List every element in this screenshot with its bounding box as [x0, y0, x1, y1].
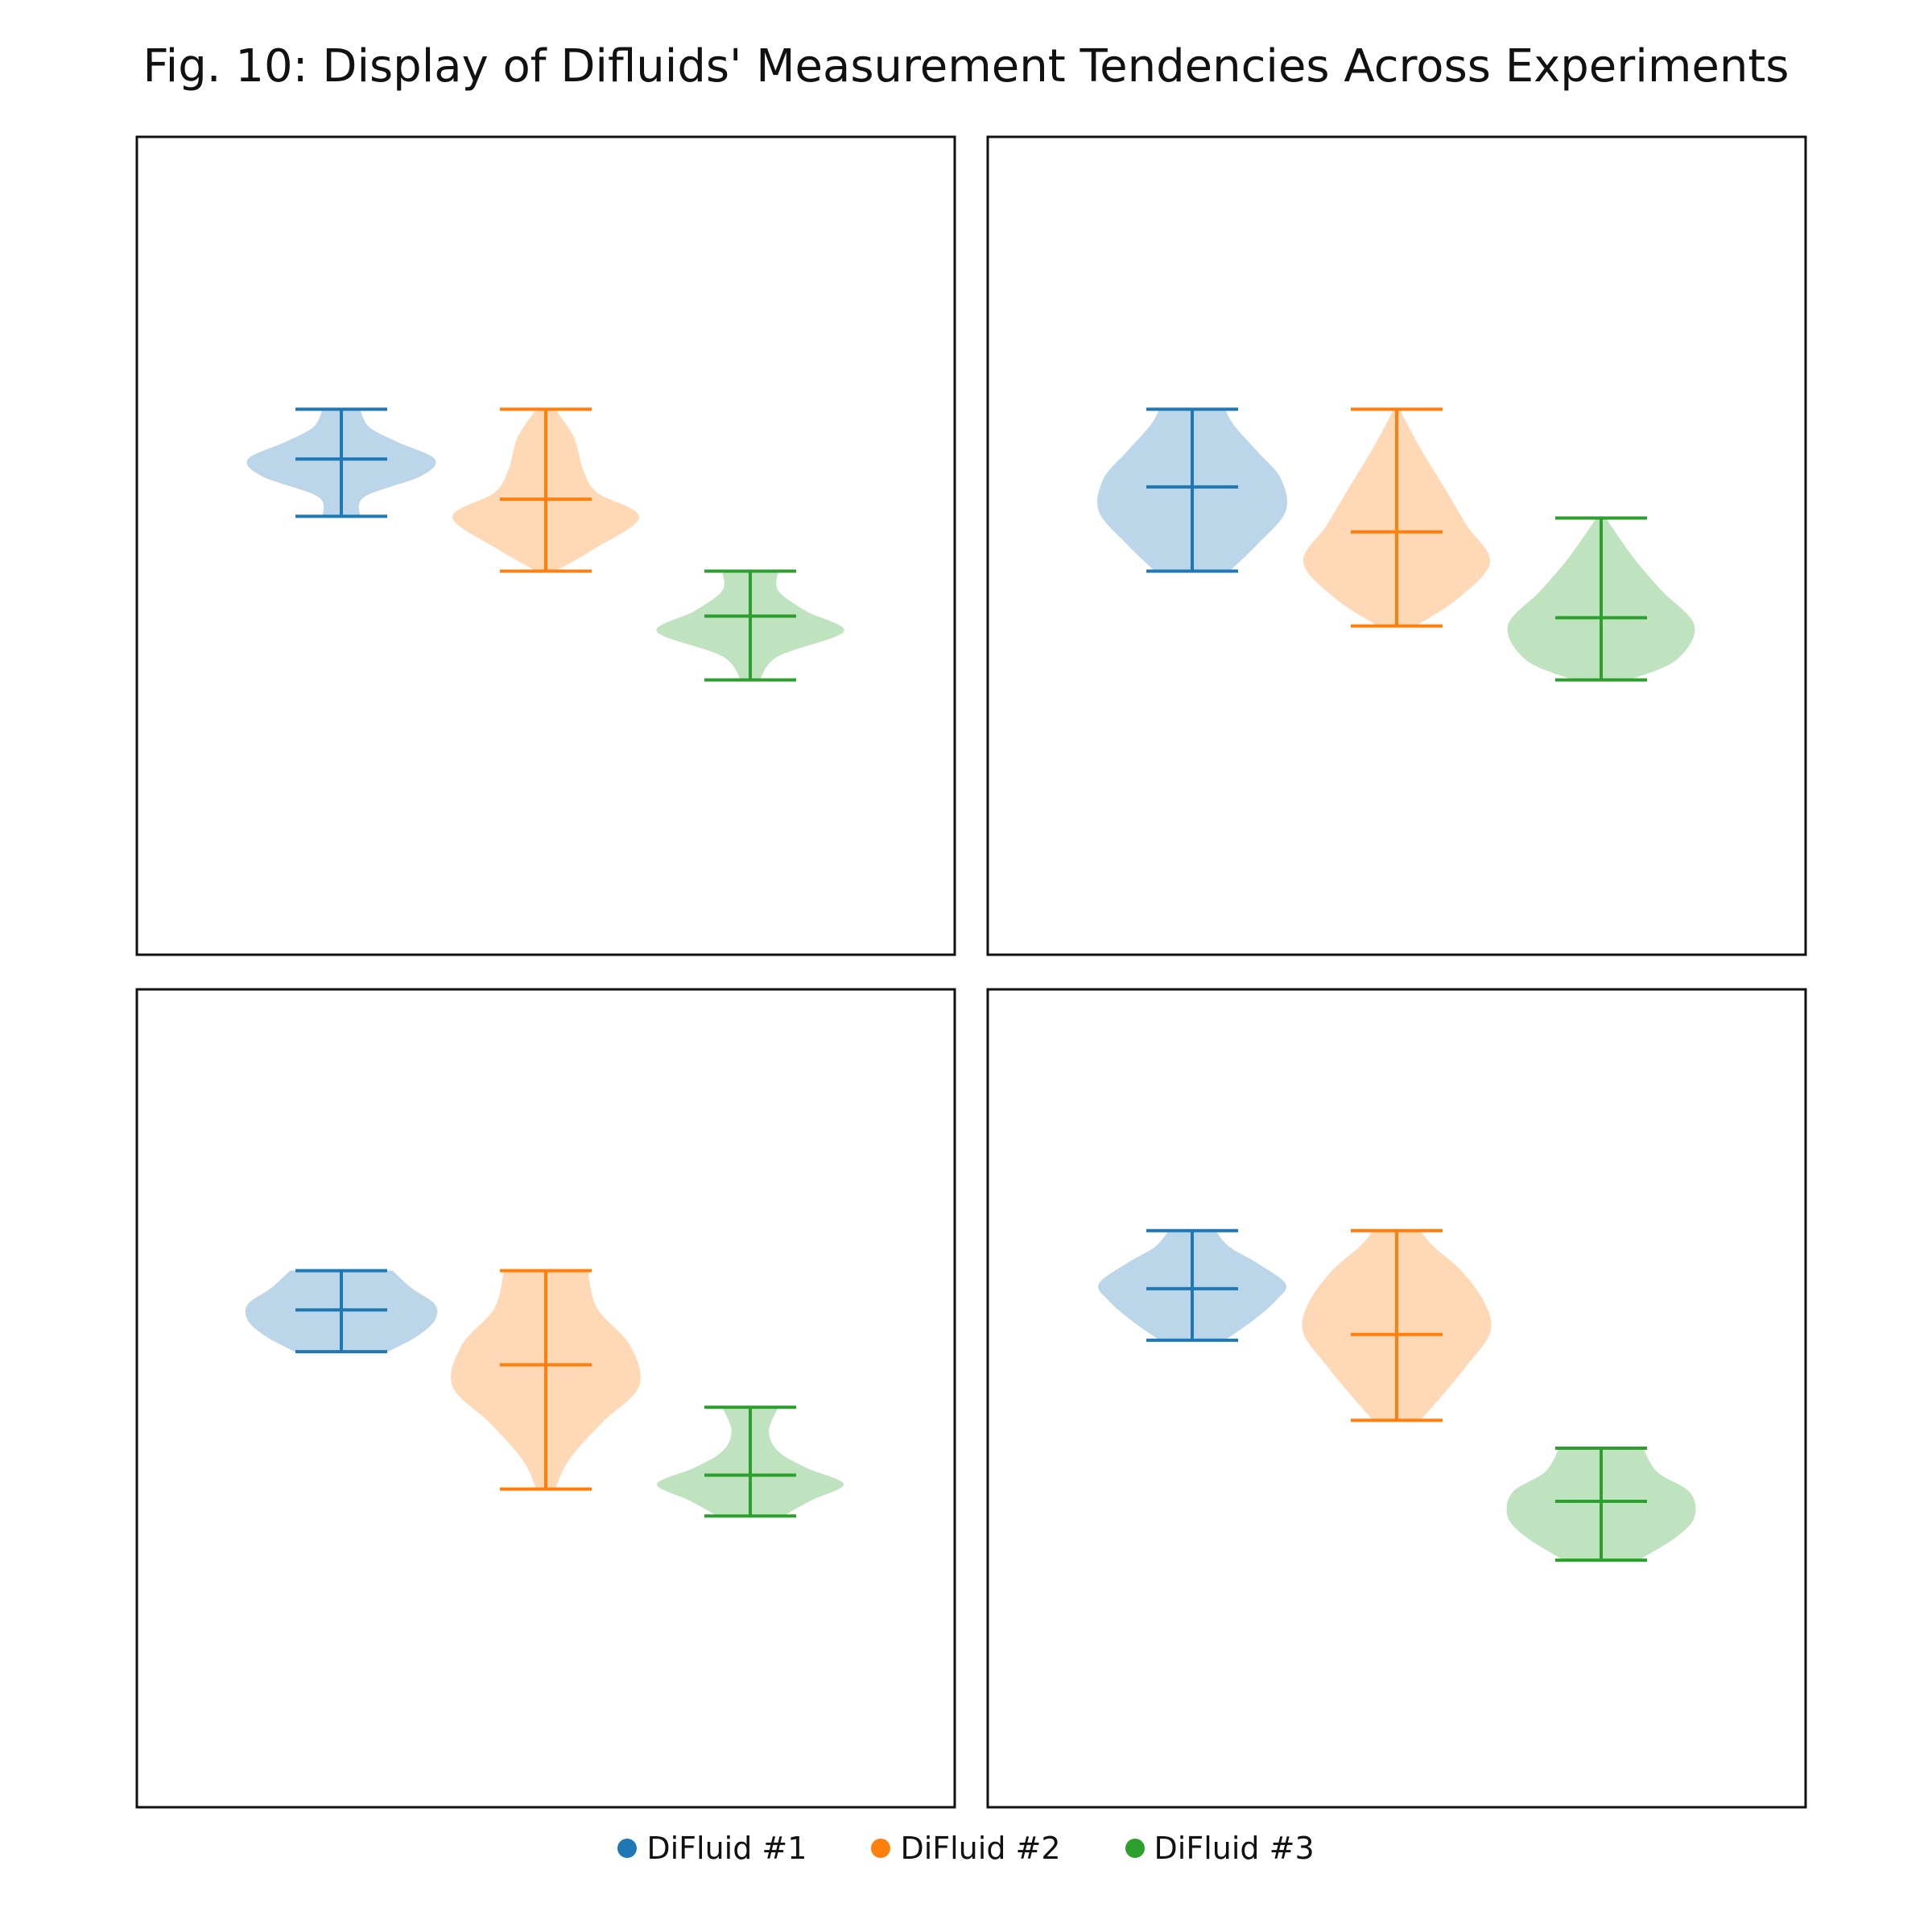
legend-marker-difluid-3	[1125, 1839, 1145, 1858]
violin-panel-2	[986, 135, 1807, 956]
legend-item-difluid-2: DiFluid #2	[871, 1831, 1061, 1866]
violin-series-1	[246, 407, 436, 518]
legend-marker-difluid-2	[871, 1839, 891, 1858]
panel-frame	[135, 988, 956, 1809]
legend-label-difluid-1: DiFluid #1	[646, 1831, 807, 1866]
legend-marker-difluid-1	[617, 1839, 638, 1858]
panel-frame	[135, 135, 956, 956]
violin-series-3	[1506, 1446, 1696, 1563]
violin-series-1	[1098, 1228, 1286, 1342]
violin-series-2	[451, 1269, 641, 1491]
violin-series-1	[1097, 407, 1287, 573]
legend-label-difluid-2: DiFluid #2	[900, 1831, 1061, 1866]
violin-panel-4	[986, 988, 1807, 1809]
violin-series-2	[1302, 407, 1491, 628]
violin-panel-3	[135, 988, 956, 1809]
violin-series-3	[656, 1406, 844, 1518]
violin-series-1	[245, 1269, 438, 1354]
legend: DiFluid #1 DiFluid #2 DiFluid #3	[0, 1831, 1932, 1866]
figure-title: Fig. 10: Display of Difluids' Measuremen…	[142, 40, 1790, 93]
violin-series-3	[656, 569, 844, 682]
violin-panel-1	[135, 135, 956, 956]
legend-item-difluid-1: DiFluid #1	[617, 1831, 807, 1866]
legend-label-difluid-3: DiFluid #3	[1154, 1831, 1315, 1866]
legend-item-difluid-3: DiFluid #3	[1125, 1831, 1315, 1866]
violin-series-3	[1507, 516, 1695, 682]
violin-series-2	[452, 407, 640, 573]
panel-frame	[986, 988, 1807, 1809]
violin-series-2	[1302, 1228, 1492, 1422]
panel-frame	[986, 135, 1807, 956]
